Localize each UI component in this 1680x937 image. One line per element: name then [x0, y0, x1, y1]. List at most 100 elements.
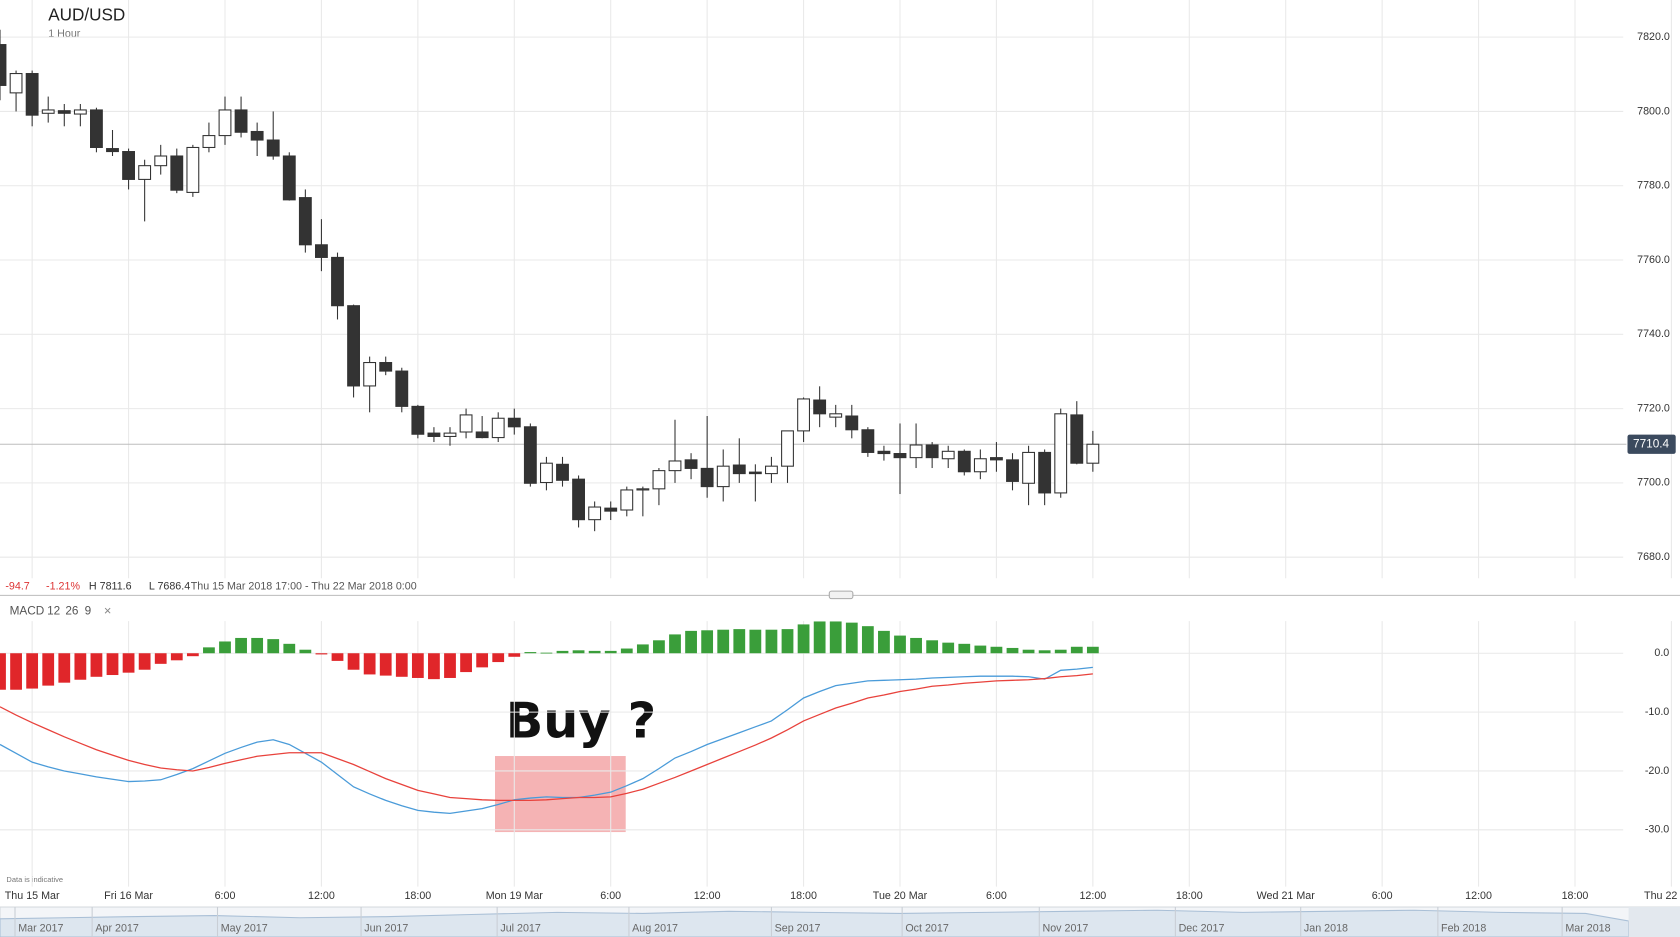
- candle-body: [154, 155, 168, 167]
- candle-body: [507, 417, 521, 428]
- x-tick-label: 6:00: [1372, 890, 1393, 902]
- histogram-bar: [476, 653, 489, 668]
- histogram-bar: [235, 637, 247, 654]
- candle-body: [25, 73, 39, 116]
- candle-body: [893, 453, 907, 459]
- candle-body: [523, 426, 537, 484]
- resize-handle[interactable]: [828, 590, 854, 600]
- navigator-label: Dec 2017: [1179, 922, 1225, 934]
- change: -94.7: [5, 581, 29, 593]
- indicator-close[interactable]: ×: [104, 603, 112, 618]
- histogram-bar: [106, 653, 119, 676]
- x-tick-label: 6:00: [600, 890, 621, 902]
- last-price-label: 7710.4: [1633, 437, 1669, 450]
- histogram-bar: [685, 630, 697, 654]
- histogram-bar: [942, 642, 955, 654]
- interval: 1 Hour: [48, 28, 81, 40]
- x-tick-label: 12:00: [1079, 890, 1106, 902]
- candle-body: [331, 256, 344, 307]
- candle-body: [411, 405, 425, 435]
- histogram-bar: [717, 629, 730, 654]
- candle-body: [1038, 451, 1052, 494]
- histogram-bar: [347, 653, 360, 670]
- candle-body: [427, 432, 441, 437]
- candle-body: [540, 462, 553, 484]
- candle-body: [363, 362, 377, 387]
- histogram-bar: [588, 650, 601, 654]
- candle-body: [652, 470, 666, 490]
- last-price-tag: [1627, 434, 1676, 454]
- histogram-bar: [42, 653, 55, 686]
- navigator-label: Feb 2018: [1441, 922, 1486, 934]
- macd-line: [0, 673, 1093, 802]
- y-tick-label: 7680.0: [1637, 551, 1670, 563]
- candle-body: [588, 506, 602, 521]
- x-tick-label: Mon 19 Mar: [486, 890, 544, 902]
- y-tick-label: 0.0: [1654, 647, 1669, 659]
- histogram-bar: [219, 641, 231, 654]
- candle-body: [395, 370, 409, 407]
- histogram-bar: [203, 647, 215, 654]
- histogram-bar: [0, 653, 6, 690]
- macd-line: [0, 666, 1093, 814]
- histogram-bar: [556, 650, 569, 654]
- note: Data is indicative: [6, 875, 63, 884]
- histogram-bar: [813, 621, 826, 654]
- histogram-bar: [58, 653, 71, 683]
- x-tick-label: 12:00: [308, 890, 335, 902]
- candle-body: [122, 151, 135, 180]
- histogram-bar: [1054, 649, 1067, 654]
- y-tick-label: -20.0: [1645, 765, 1669, 777]
- candle-body: [315, 244, 328, 258]
- candle-body: [491, 417, 505, 439]
- candle-body: [1070, 414, 1084, 464]
- histogram-bar: [444, 653, 456, 678]
- histogram-bar: [926, 640, 939, 654]
- candle-body: [877, 450, 891, 455]
- histogram-bar: [765, 629, 778, 654]
- candle-body: [282, 155, 296, 201]
- candle-body: [475, 431, 489, 439]
- histogram-bar: [604, 650, 617, 654]
- x-tick-label: Wed 21 Mar: [1257, 890, 1316, 902]
- histogram-bar: [749, 629, 762, 654]
- candle-body: [41, 109, 55, 114]
- candle-body: [170, 155, 184, 191]
- y-tick-label: -30.0: [1645, 824, 1669, 836]
- candle-body: [957, 450, 971, 473]
- navigator-label: Mar 2017: [18, 922, 63, 934]
- candle-body: [829, 413, 843, 418]
- histogram-bar: [636, 644, 649, 654]
- histogram-bar: [653, 640, 665, 654]
- candle-body: [748, 471, 762, 475]
- candle-body: [861, 429, 875, 453]
- navigator-label: Mar 2018: [1565, 922, 1610, 934]
- x-tick-label: 12:00: [694, 890, 721, 902]
- histogram-bar: [170, 653, 183, 661]
- candle-body: [218, 109, 232, 137]
- indicator-name: MACD: [10, 605, 45, 618]
- candle-body: [604, 507, 618, 512]
- histogram-bar: [733, 629, 746, 654]
- candle-body: [732, 464, 746, 475]
- y-tick-label: 7740.0: [1637, 328, 1670, 340]
- navigator-window[interactable]: [1628, 907, 1680, 937]
- navigator-area: [0, 909, 1630, 937]
- histogram-bar: [492, 653, 505, 663]
- x-tick-label: Thu 22 Mar: [1644, 890, 1680, 902]
- indicator-param: 12: [47, 605, 60, 618]
- candle-body: [202, 135, 216, 149]
- histogram-bar: [861, 626, 874, 654]
- candle-body: [106, 148, 119, 153]
- candle-body: [620, 489, 634, 511]
- candle-body: [266, 139, 280, 157]
- navigator-label: Aug 2017: [632, 922, 678, 934]
- histogram-bar: [701, 630, 714, 654]
- navigator-label: Nov 2017: [1043, 922, 1089, 934]
- candle-body: [925, 444, 939, 459]
- x-tick-label: Tue 20 Mar: [873, 890, 928, 902]
- candle-body: [636, 488, 650, 491]
- histogram-bar: [508, 653, 521, 657]
- histogram-bar: [524, 652, 537, 654]
- histogram-bar: [186, 653, 199, 657]
